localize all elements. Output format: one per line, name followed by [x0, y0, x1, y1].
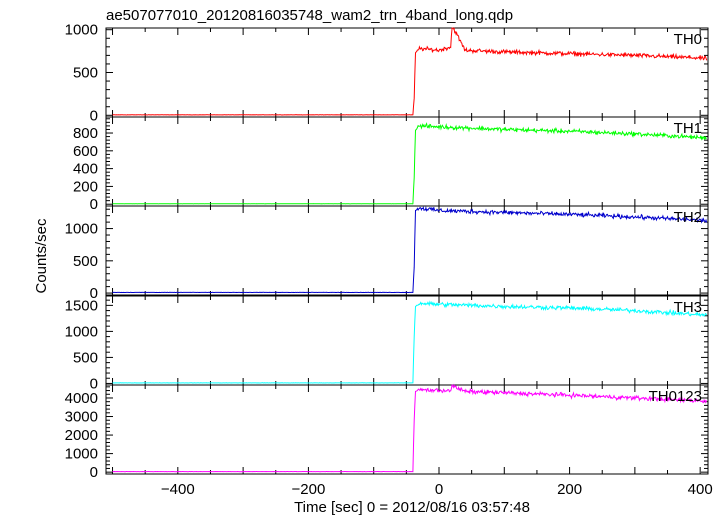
y-tick-label: 400 — [73, 161, 98, 178]
y-tick-label: 1000 — [65, 221, 98, 238]
panel-label: TH2 — [674, 209, 702, 226]
panel-label: TH3 — [674, 299, 702, 316]
y-tick-label: 500 — [73, 65, 98, 82]
x-tick-label: −400 — [161, 481, 195, 498]
y-tick-label: 600 — [73, 143, 98, 160]
panel-th3: 0 500 1000 1500 TH3 — [65, 295, 709, 392]
y-tick-label: 200 — [73, 178, 98, 195]
y-tick-label: 0 — [90, 464, 98, 481]
x-tick-label: 400 — [688, 481, 713, 498]
series-line-th0 — [112, 27, 708, 116]
y-tick-label: 1000 — [65, 22, 98, 39]
x-tick-label: 0 — [435, 481, 443, 498]
panel-th0: 0 500 1000 TH0 — [65, 22, 709, 124]
series-line-th2 — [112, 205, 708, 294]
y-tick-label: 3000 — [65, 409, 98, 426]
y-tick-label: 800 — [73, 125, 98, 142]
panel-frame — [105, 27, 709, 118]
x-axis: −400 −200 0 200 400 — [161, 481, 713, 498]
y-axis-label: Counts/sec — [33, 218, 50, 294]
y-tick-label: 1000 — [65, 446, 98, 463]
panel-frame — [105, 384, 709, 475]
x-axis-label: Time [sec] 0 = 2012/08/16 03:57:48 — [294, 499, 530, 516]
y-tick-label: 1000 — [65, 323, 98, 340]
y-tick-label: 0 — [90, 285, 98, 302]
y-tick-label: 0 — [90, 375, 98, 392]
panel-frame — [105, 205, 709, 296]
y-tick-label: 500 — [73, 253, 98, 270]
panel-label: TH1 — [674, 120, 702, 137]
panel-frame — [105, 116, 709, 207]
series-line-th1 — [112, 122, 707, 205]
y-tick-label: 500 — [73, 349, 98, 366]
x-tick-label: 200 — [557, 481, 582, 498]
panel-label: TH0 — [674, 31, 702, 48]
panel-th2: 0 500 1000 TH2 — [65, 205, 709, 302]
x-tick-label: −200 — [292, 481, 326, 498]
panel-label: TH0123 — [649, 388, 702, 405]
chart-title: ae507077010_20120816035748_wam2_trn_4ban… — [106, 7, 513, 24]
y-tick-label: 2000 — [65, 427, 98, 444]
series-line-th0123 — [112, 383, 708, 473]
y-tick-label: 0 — [90, 196, 98, 213]
series-line-th3 — [112, 300, 708, 384]
y-tick-label: 0 — [90, 107, 98, 124]
y-tick-label: 1500 — [65, 297, 98, 314]
y-tick-label: 4000 — [65, 390, 98, 407]
